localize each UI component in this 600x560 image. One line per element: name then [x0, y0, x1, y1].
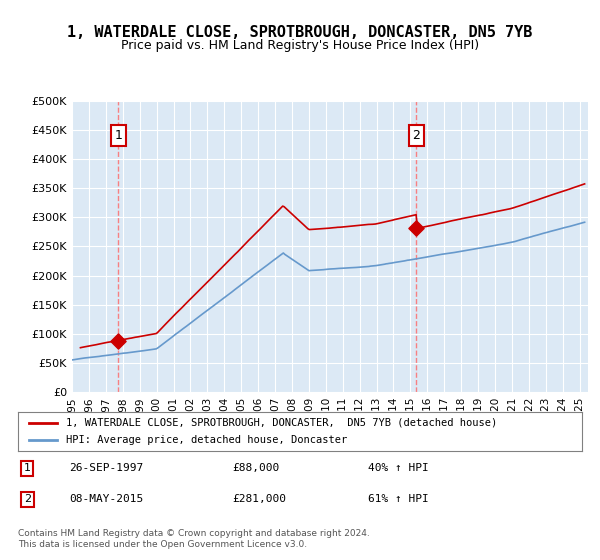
Text: 26-SEP-1997: 26-SEP-1997	[69, 463, 143, 473]
Text: 1, WATERDALE CLOSE, SPROTBROUGH, DONCASTER,  DN5 7YB (detached house): 1, WATERDALE CLOSE, SPROTBROUGH, DONCAST…	[66, 418, 497, 428]
Text: £88,000: £88,000	[232, 463, 280, 473]
Text: 40% ↑ HPI: 40% ↑ HPI	[368, 463, 428, 473]
Point	[412, 224, 421, 233]
Text: 2: 2	[412, 129, 420, 142]
Text: Contains HM Land Registry data © Crown copyright and database right 2024.
This d: Contains HM Land Registry data © Crown c…	[18, 529, 370, 549]
Text: 61% ↑ HPI: 61% ↑ HPI	[368, 494, 428, 505]
Text: HPI: Average price, detached house, Doncaster: HPI: Average price, detached house, Donc…	[66, 435, 347, 445]
Text: 1: 1	[23, 463, 31, 473]
Text: Price paid vs. HM Land Registry's House Price Index (HPI): Price paid vs. HM Land Registry's House …	[121, 39, 479, 52]
Text: 2: 2	[23, 494, 31, 505]
Text: 1, WATERDALE CLOSE, SPROTBROUGH, DONCASTER, DN5 7YB: 1, WATERDALE CLOSE, SPROTBROUGH, DONCAST…	[67, 25, 533, 40]
Text: 1: 1	[115, 129, 122, 142]
Text: £281,000: £281,000	[232, 494, 286, 505]
Point	[113, 336, 123, 345]
Text: 08-MAY-2015: 08-MAY-2015	[69, 494, 143, 505]
